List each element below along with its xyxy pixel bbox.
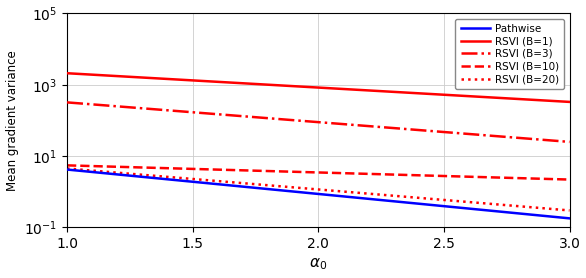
RSVI (B=10) <box>541 177 548 180</box>
Pathwise <box>84 170 91 173</box>
RSVI (B=3) <box>63 101 70 104</box>
RSVI (B=20) <box>157 175 164 178</box>
RSVI (B=3) <box>157 108 164 111</box>
RSVI (B=3) <box>541 138 548 142</box>
RSVI (B=3) <box>94 103 101 106</box>
RSVI (B=1) <box>566 100 573 104</box>
Line: RSVI (B=3): RSVI (B=3) <box>67 102 570 142</box>
Pathwise <box>566 217 573 220</box>
RSVI (B=20) <box>541 207 548 210</box>
Line: Pathwise: Pathwise <box>67 170 570 218</box>
RSVI (B=20) <box>566 209 573 212</box>
RSVI (B=10) <box>566 178 573 181</box>
Pathwise <box>63 168 70 171</box>
RSVI (B=1) <box>157 77 164 80</box>
RSVI (B=10) <box>157 166 164 170</box>
RSVI (B=1) <box>197 79 205 83</box>
RSVI (B=20) <box>84 168 91 172</box>
RSVI (B=20) <box>94 169 101 173</box>
RSVI (B=20) <box>523 205 530 208</box>
Line: RSVI (B=10): RSVI (B=10) <box>67 165 570 180</box>
RSVI (B=10) <box>84 164 91 168</box>
RSVI (B=10) <box>63 164 70 167</box>
Pathwise <box>197 181 205 184</box>
Pathwise <box>94 171 101 174</box>
RSVI (B=20) <box>63 167 70 170</box>
RSVI (B=20) <box>197 178 205 181</box>
RSVI (B=3) <box>523 137 530 140</box>
RSVI (B=3) <box>566 140 573 143</box>
RSVI (B=1) <box>541 99 548 102</box>
Pathwise <box>523 212 530 216</box>
Legend: Pathwise, RSVI (B=1), RSVI (B=3), RSVI (B=10), RSVI (B=20): Pathwise, RSVI (B=1), RSVI (B=3), RSVI (… <box>455 19 564 90</box>
Pathwise <box>541 214 548 218</box>
RSVI (B=10) <box>94 165 101 168</box>
Y-axis label: Mean gradient variance: Mean gradient variance <box>5 50 19 191</box>
RSVI (B=1) <box>84 73 91 76</box>
RSVI (B=1) <box>94 73 101 77</box>
Line: RSVI (B=20): RSVI (B=20) <box>67 168 570 210</box>
RSVI (B=3) <box>84 102 91 106</box>
RSVI (B=10) <box>197 167 205 171</box>
X-axis label: $\alpha_0$: $\alpha_0$ <box>309 257 328 272</box>
Line: RSVI (B=1): RSVI (B=1) <box>67 73 570 102</box>
RSVI (B=3) <box>197 111 205 115</box>
Pathwise <box>157 177 164 180</box>
RSVI (B=1) <box>523 98 530 101</box>
RSVI (B=1) <box>63 71 70 75</box>
RSVI (B=10) <box>523 177 530 180</box>
